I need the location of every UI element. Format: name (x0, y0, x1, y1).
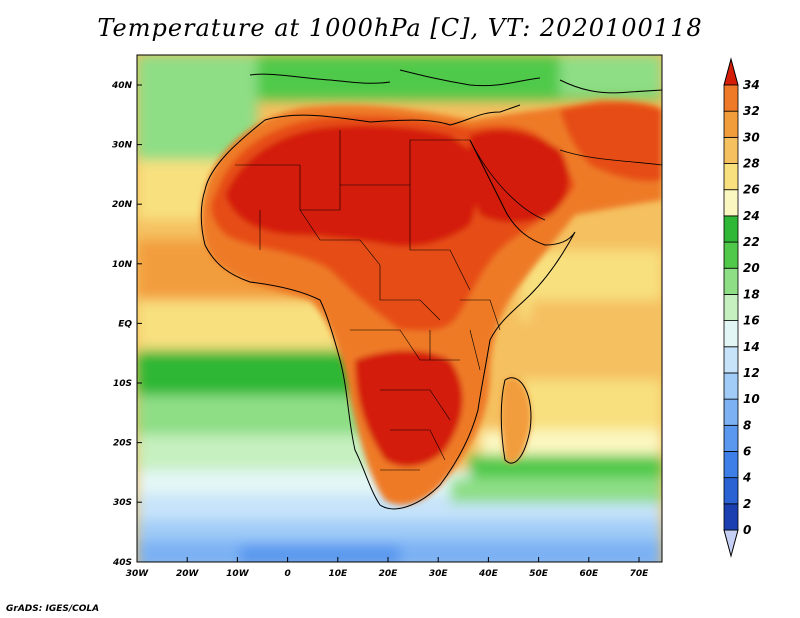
coastline (200, 69, 662, 510)
colorbar-box (723, 241, 739, 269)
colorbar-label: 14 (743, 340, 760, 354)
colorbar-label: 22 (743, 235, 760, 249)
colorbar-label: 6 (743, 444, 751, 458)
lat-label: 10S (113, 379, 132, 389)
lon-label: 50E (529, 569, 549, 579)
colorbar-box (723, 84, 739, 112)
colorbar-label: 20 (743, 261, 760, 275)
colorbar-box (723, 163, 739, 191)
colorbar-arrow-low (723, 529, 739, 558)
map-frame (136, 54, 663, 563)
colorbar-box (723, 110, 739, 138)
colorbar-box (723, 346, 739, 374)
colorbar-label: 2 (743, 497, 751, 511)
lon-label: 70E (630, 569, 650, 579)
colorbar-label: 30 (743, 130, 760, 144)
longitude-axis: 30W 20W 10W 0 10E 20E 30E 40E 50E 60E 70E (126, 557, 649, 579)
colorbar-box (723, 294, 739, 321)
colorbar-box (723, 398, 739, 426)
colorbar-box (723, 477, 739, 505)
colorbar-label: 28 (743, 157, 760, 171)
colorbar-box (723, 267, 739, 295)
lon-label: 10W (226, 569, 250, 579)
lon-label: 20E (379, 569, 399, 579)
colorbar-box (723, 372, 739, 400)
lat-label: 20S (113, 439, 132, 449)
lat-label: 30N (112, 141, 133, 151)
colorbar-arrow-high (723, 57, 739, 86)
colorbar-label: 4 (742, 471, 751, 485)
lat-label: 10N (112, 260, 133, 270)
colorbar-label: 12 (743, 366, 760, 380)
lat-label: 40N (111, 81, 133, 91)
colorbar-label: 16 (743, 314, 760, 328)
colorbar-box (723, 503, 739, 531)
colorbar-label: 24 (743, 209, 760, 223)
grads-credit: GrADS: IGES/COLA (6, 604, 100, 614)
colorbar-box (723, 136, 739, 164)
lat-label: 20N (112, 200, 133, 210)
colorbar-label: 32 (743, 104, 760, 118)
colorbar-box (723, 189, 739, 217)
lon-label: 10E (328, 569, 348, 579)
lon-label: 30E (429, 569, 449, 579)
colorbar-label: 8 (743, 418, 751, 432)
lat-label: 30S (113, 498, 132, 508)
lat-label: 40S (112, 558, 132, 568)
colorbar-label: 10 (743, 392, 760, 406)
lon-label: 0 (284, 569, 290, 579)
lon-label: 40E (478, 569, 499, 579)
colorbar-box (723, 320, 739, 348)
lat-label: EQ (118, 319, 132, 329)
colorbar-label: 26 (743, 183, 760, 197)
colorbar-box (723, 424, 739, 452)
map-title: Temperature at 1000hPa [C], VT: 20201001… (97, 14, 703, 42)
temperature-field (137, 55, 662, 562)
lon-label: 30W (126, 569, 150, 579)
country-borders (235, 130, 501, 471)
colorbar-label: 34 (743, 78, 760, 92)
latitude-axis: 40N 30N 20N 10N EQ 10S 20S 30S 40S (111, 81, 142, 568)
lon-label: 20W (176, 569, 200, 579)
colorbar-label: 0 (743, 523, 751, 537)
colorbar-box (723, 451, 739, 479)
colorbar-box (723, 215, 739, 243)
lon-label: 60E (579, 569, 599, 579)
colorbar-label: 18 (743, 287, 760, 301)
